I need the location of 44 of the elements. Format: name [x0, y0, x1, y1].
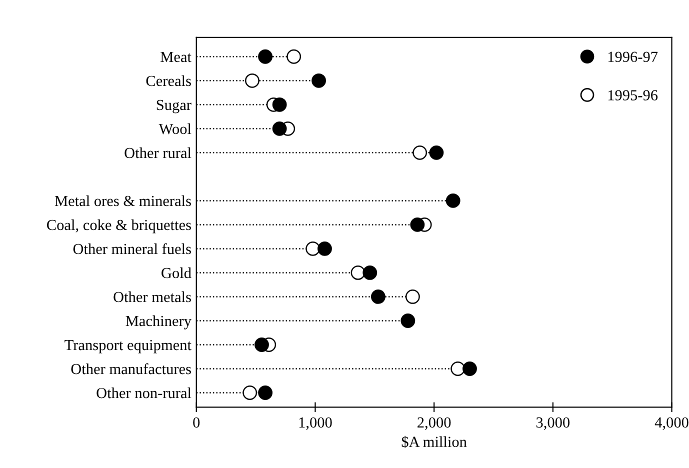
point: [258, 386, 273, 400]
point: [272, 121, 287, 136]
point: [312, 73, 326, 88]
x-tick-label: 3,000: [536, 417, 570, 430]
x-tick-label: 2,000: [418, 417, 451, 430]
point: [412, 145, 428, 160]
point: [286, 49, 302, 64]
point: [306, 241, 320, 256]
point: [450, 362, 466, 376]
x-tick-label: 1,000: [299, 417, 332, 430]
y-tick-label: Metal ores & minerals: [54, 195, 191, 206]
y-tick-label: Sugar: [156, 100, 192, 114]
point: [429, 145, 444, 160]
y-tick-label: Other mineral fuels: [73, 243, 191, 254]
y-tick-label: Other non-rural: [96, 387, 192, 398]
y-tick-label: Other rural: [124, 147, 192, 158]
point: [462, 362, 477, 376]
x-axis-title: $A million: [402, 436, 467, 448]
point: [258, 49, 273, 64]
legend-label: 1995-96: [608, 90, 658, 100]
point: [370, 290, 386, 304]
point: [272, 97, 287, 112]
point: [410, 217, 425, 232]
point: [350, 266, 366, 280]
legend-label: 1996-97: [608, 52, 658, 62]
y-tick-label: Gold: [162, 267, 192, 278]
point: [446, 193, 460, 208]
point: [405, 290, 420, 304]
y-tick-label: Other manufactures: [71, 363, 191, 374]
x-tick-label: 4,000: [654, 417, 688, 430]
y-tick-label: Wool: [158, 123, 192, 134]
point: [242, 386, 258, 400]
point: [245, 73, 260, 88]
point: [400, 314, 416, 328]
y-tick-label: Coal, coke & briquettes: [47, 219, 191, 234]
point: [362, 266, 378, 280]
x-tick-label: 0: [193, 417, 200, 428]
y-tick-label: Cereals: [146, 75, 191, 86]
point: [254, 338, 269, 352]
y-tick-label: Other metals: [114, 291, 191, 302]
y-tick-label: Machinery: [126, 315, 192, 330]
y-tick-label: Transport equipment: [64, 340, 192, 354]
point: [318, 241, 332, 256]
y-tick-label: Meat: [160, 52, 192, 62]
